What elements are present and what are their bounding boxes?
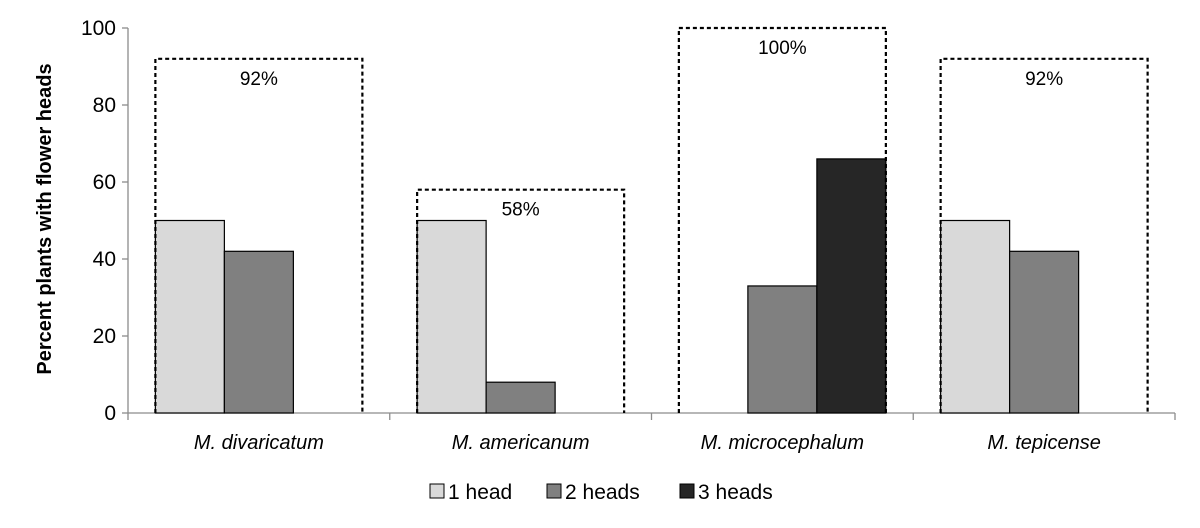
y-tick-label: 100 <box>81 17 116 40</box>
bar-2-heads-m-tepicense <box>1009 250 1080 414</box>
bar-1-head-m-tepicense <box>940 219 1011 414</box>
y-axis-title: Percent plants with flower heads <box>34 63 56 374</box>
total-box-m-microcephalum <box>677 26 887 413</box>
bar-1-head-m-americanum <box>416 219 487 414</box>
total-label-m-americanum: 58% <box>502 200 540 221</box>
legend-label-3-heads: 3 heads <box>698 481 773 504</box>
legend-label-1-head: 1 head <box>448 481 512 504</box>
legend-swatch-1-head <box>429 483 445 499</box>
y-tick-label: 20 <box>93 325 116 348</box>
bar-2-heads-m-microcephalum <box>747 285 818 414</box>
x-tick-label-m-divaricatum: M. divaricatum <box>194 432 324 454</box>
legend-item-2-heads: 2 heads <box>546 481 640 504</box>
bars <box>154 158 1080 414</box>
total-label-m-tepicense: 92% <box>1025 69 1063 90</box>
total-box-m-americanum <box>416 188 626 413</box>
total-boxes: 92% 58% 100% 92% <box>154 26 1149 413</box>
legend-label-2-heads: 2 heads <box>565 481 640 504</box>
y-tick-label: 40 <box>93 248 116 271</box>
x-tick-label-m-tepicense: M. tepicense <box>987 432 1100 454</box>
y-tick-label: 0 <box>104 402 116 425</box>
bar-3-heads-m-microcephalum <box>816 158 887 414</box>
axis-labels: 0 20 40 60 80 100 M. divaricatum M. americanum M… <box>81 17 1101 454</box>
bar-1-head-m-divaricatum <box>154 219 225 414</box>
total-label-m-divaricatum: 92% <box>240 69 278 90</box>
total-box-m-divaricatum <box>154 57 364 413</box>
legend-item-3-heads: 3 heads <box>679 481 773 504</box>
y-tick-label: 80 <box>93 94 116 117</box>
total-box-m-tepicense <box>939 57 1149 413</box>
legend-swatch-2-heads <box>546 483 562 499</box>
total-label-m-microcephalum: 100% <box>758 38 807 59</box>
legend-swatch-3-heads <box>679 483 695 499</box>
legend: 1 head 2 heads 3 heads <box>429 481 773 504</box>
bar-2-heads-m-divaricatum <box>223 250 294 414</box>
x-tick-label-m-microcephalum: M. microcephalum <box>701 432 864 454</box>
x-tick-label-m-americanum: M. americanum <box>452 432 590 454</box>
legend-item-1-head: 1 head <box>429 481 512 504</box>
y-tick-label: 60 <box>93 171 116 194</box>
bar-2-heads-m-americanum <box>485 381 556 414</box>
